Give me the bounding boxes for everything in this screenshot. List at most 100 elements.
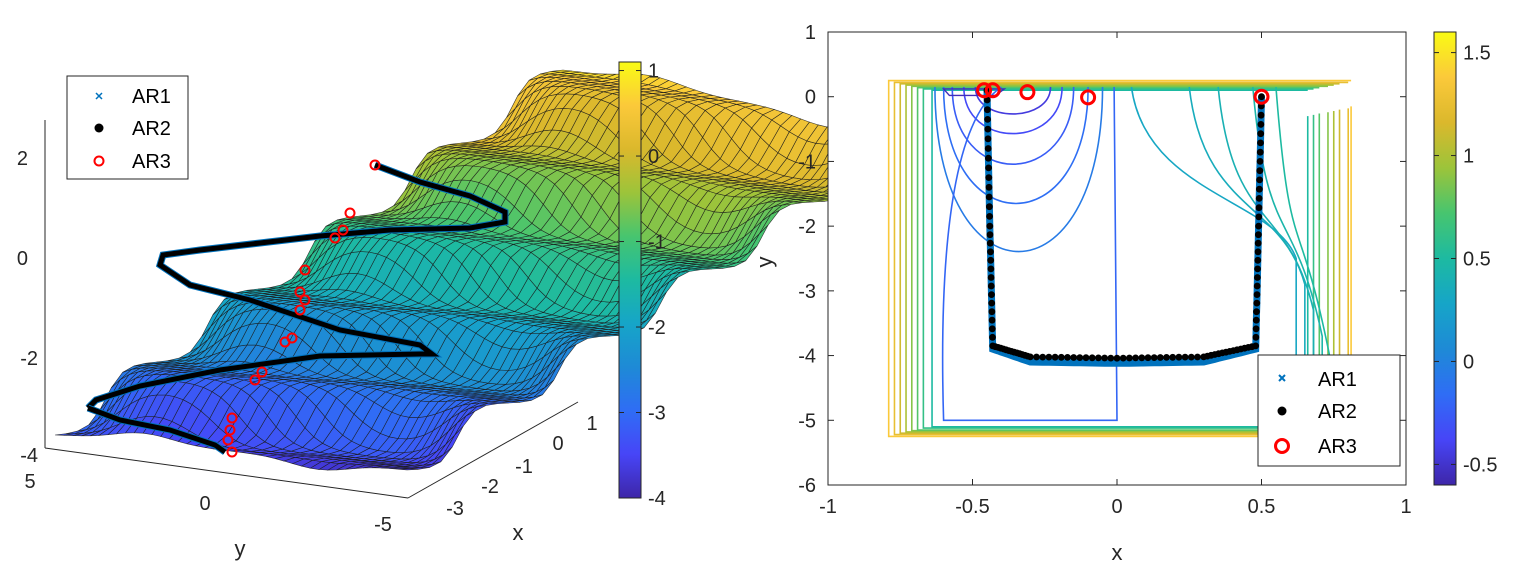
y-axis-line xyxy=(44,447,409,499)
contour-line xyxy=(905,84,1335,433)
ar3-point xyxy=(329,232,341,244)
ar2-point xyxy=(1252,316,1260,324)
ar2-point xyxy=(985,174,993,182)
y-tick-label: -6 xyxy=(798,475,816,497)
y-tick-label: 1 xyxy=(805,22,816,44)
z-tick-label: -4 xyxy=(20,445,38,467)
ar3-point xyxy=(226,412,238,424)
legend-right: AR1 AR2 AR3 xyxy=(1257,354,1401,467)
ar3-point xyxy=(337,224,349,236)
x-tick-label: -1 xyxy=(819,496,837,518)
ar2-point xyxy=(987,274,995,281)
ar2-point xyxy=(986,239,994,247)
ar2-point xyxy=(1076,354,1084,361)
ar2-point xyxy=(1107,354,1115,362)
y-tick-label: -5 xyxy=(374,514,392,536)
contour-line xyxy=(941,86,1118,422)
ar3-point xyxy=(226,446,238,458)
contour-line xyxy=(931,89,1309,428)
contour-line xyxy=(963,87,1063,135)
ar2-point xyxy=(984,125,992,133)
contour-plot: -1 -0.5 0 0.5 1 1 0 -1 -2 -3 -4 -5 -6 x y AR1 AR2 AR… xyxy=(752,22,1497,565)
contour-line xyxy=(934,87,1104,253)
ar2-point xyxy=(1194,353,1201,361)
legend-entry: AR1 xyxy=(1318,369,1357,391)
ar2-point xyxy=(1254,274,1261,281)
y-tick-label: -5 xyxy=(798,410,816,432)
contour-line xyxy=(974,86,1052,115)
legend-entry: AR1 xyxy=(132,86,171,108)
ar3-point xyxy=(299,294,311,306)
colorbar-right-ticks: 1.5 1 0.5 0 -0.5 xyxy=(1434,43,1497,476)
ar2-point xyxy=(1253,299,1261,307)
contour-line xyxy=(1217,86,1315,427)
ar2-point xyxy=(986,203,993,211)
contour-line xyxy=(911,85,1329,432)
ar3-point xyxy=(294,304,306,316)
surface-cell xyxy=(551,69,572,73)
ar3-point xyxy=(1080,89,1097,106)
ar2-point xyxy=(988,308,996,316)
ar3-marker-icon xyxy=(93,155,105,167)
colorbar-left xyxy=(618,61,642,499)
colorbar-tick-label: -4 xyxy=(648,488,666,510)
ar2-point xyxy=(1138,354,1146,362)
ar2-point xyxy=(1255,213,1263,221)
x-tick-label: -0.5 xyxy=(955,496,989,518)
colorbar-tick-label: -2 xyxy=(648,317,666,339)
ar2-point xyxy=(1252,333,1260,341)
colorbar-tick-label: 0 xyxy=(1463,351,1474,373)
ar2-point xyxy=(1253,308,1260,316)
colorbar-tick-label: 0 xyxy=(648,146,659,168)
ar2-point xyxy=(1254,248,1262,256)
contour-line xyxy=(887,79,1352,438)
ar2-point xyxy=(1156,354,1164,361)
y-tick-label: 0 xyxy=(199,493,210,515)
ar2-point xyxy=(1175,353,1183,361)
ar3-point xyxy=(299,264,311,276)
ar2-point xyxy=(1255,231,1262,239)
ar3-point xyxy=(222,434,234,446)
ar2-point xyxy=(1095,354,1102,362)
legend-entry: AR2 xyxy=(1318,401,1357,423)
ar2-point xyxy=(985,164,992,172)
ar2-point xyxy=(1039,353,1047,361)
x-axis-label: x xyxy=(513,520,524,545)
ar2-point xyxy=(1169,353,1177,361)
ar2-point xyxy=(1187,353,1195,361)
legend-entry: AR3 xyxy=(132,151,171,173)
ar2-point xyxy=(1088,354,1096,362)
ar2-point xyxy=(1119,354,1127,362)
ar3-point xyxy=(1253,88,1270,105)
ar2-point xyxy=(1252,342,1260,350)
ar2-point xyxy=(1163,354,1170,361)
x-tick-label: 0 xyxy=(552,433,563,455)
ar1-marker-icon xyxy=(95,92,103,100)
ar2-marker-icon xyxy=(94,123,104,133)
ar2-point xyxy=(1256,167,1264,175)
contour-line xyxy=(942,87,1089,205)
ar3-point xyxy=(256,366,268,378)
ar2-point xyxy=(984,135,992,143)
ar2-point xyxy=(987,256,995,264)
ar2-point xyxy=(1257,139,1264,147)
ar3-point xyxy=(1019,84,1036,101)
contour-line xyxy=(893,81,1349,436)
y-axis-label: y xyxy=(752,257,777,268)
ar2-point xyxy=(983,96,991,104)
x-tick-label: 0.5 xyxy=(1248,496,1276,518)
ar2-point xyxy=(1033,353,1040,361)
ar1-marker-icon xyxy=(1278,374,1286,382)
legend-left: AR1 AR2 AR3 xyxy=(66,75,189,180)
ar2-point xyxy=(1253,291,1261,298)
ar2-point xyxy=(988,316,996,324)
ar2-point xyxy=(1126,354,1133,362)
ar2-point xyxy=(988,299,996,307)
colorbar-tick-label: 1 xyxy=(1463,146,1474,168)
contour-axes: -1 -0.5 0 0.5 1 1 0 -1 -2 -3 -4 -5 -6 xyxy=(798,22,1411,518)
colorbar-tick-label: 0.5 xyxy=(1463,249,1491,271)
y-tick-label: -4 xyxy=(798,346,816,368)
ar2-point xyxy=(1051,353,1059,361)
ar2-point xyxy=(986,231,994,239)
